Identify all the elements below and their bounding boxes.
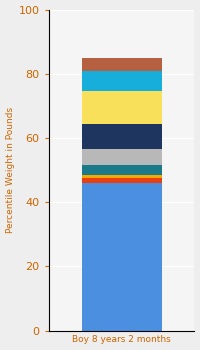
Bar — [82, 58, 162, 71]
Bar — [82, 124, 162, 149]
Bar — [82, 183, 162, 331]
Bar — [82, 91, 162, 124]
Bar — [82, 165, 162, 175]
Bar — [82, 149, 162, 165]
Bar — [82, 71, 162, 91]
Y-axis label: Percentile Weight in Pounds: Percentile Weight in Pounds — [6, 107, 15, 233]
Bar — [82, 175, 162, 178]
Bar — [82, 178, 162, 183]
